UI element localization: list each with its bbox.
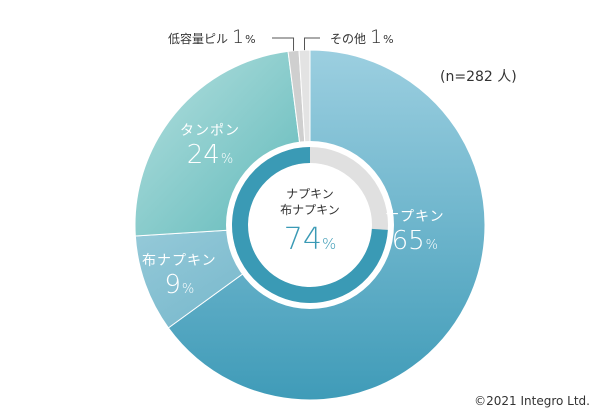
slice-name: 布ナプキン [142,253,217,269]
leader-other [304,37,320,51]
slice-label-tampon: タンポン 24% [180,120,240,170]
slice-name: 低容量ピル [168,32,229,46]
slice-label-other: その他 1% [330,26,394,48]
center-label-line: ナプキン [286,187,334,201]
copyright: ©2021 Integro Ltd. [474,394,590,408]
sample-size: (n=282 人) [440,69,517,85]
center-hole [226,141,394,309]
slice-value: 1 [370,26,383,48]
slice-label-napkin: ナプキン 65% [385,206,445,256]
leader-low-dose-pill [272,37,295,51]
slice-value: 24 [186,140,220,170]
slice-name: タンポン [180,123,240,139]
center-value: 74% [283,222,337,257]
slice-value: 9 [164,270,181,300]
center-ring-fill [232,147,388,303]
slice-name: ナプキン [385,209,445,225]
slice-name: その他 [330,32,367,46]
slice-label-cloth-napkin: 布ナプキン 9% [142,250,217,300]
center-label-line: 布ナプキン [280,203,340,217]
center-label: ナプキン 布ナプキン [260,186,360,218]
slice-value: 1 [232,26,245,48]
slice-value: 65 [391,226,425,256]
slice-label-low-dose-pill: 低容量ピル 1% [168,26,256,48]
